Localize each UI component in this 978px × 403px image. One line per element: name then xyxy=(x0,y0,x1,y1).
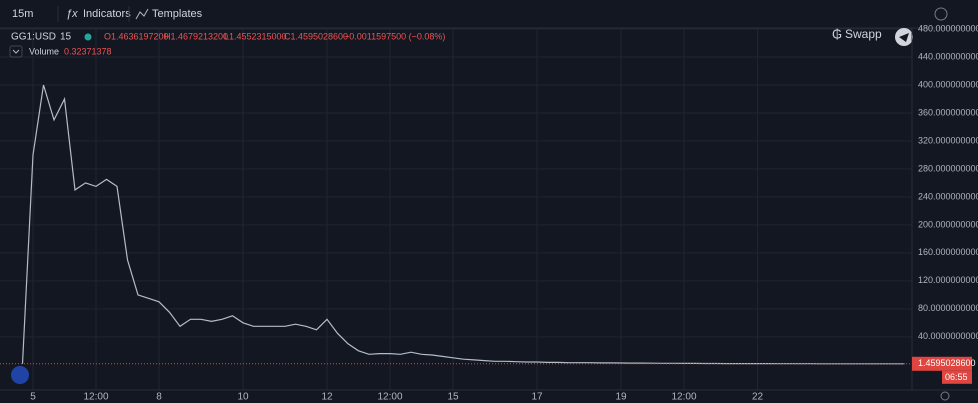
y-tick-label: 440.0000000000 xyxy=(918,51,978,61)
telegram-glyph xyxy=(899,33,909,42)
x-tick-label: 17 xyxy=(531,392,543,403)
y-tick-label: 360.0000000000 xyxy=(918,107,978,117)
y-tick-label: 40.0000000000 xyxy=(918,331,978,341)
x-tick-label: 10 xyxy=(237,392,249,403)
indicators-icon[interactable]: ƒx xyxy=(66,8,78,20)
axis-settings[interactable] xyxy=(940,391,950,401)
last-price-tag xyxy=(912,356,972,371)
volume-label: Volume xyxy=(29,46,59,56)
x-tick-label: 12:00 xyxy=(83,392,108,403)
x-tick-label: 5 xyxy=(30,392,36,403)
ohlc-change: −0.0011597500 (−0.08%) xyxy=(344,31,445,41)
x-tick-label: 19 xyxy=(615,392,627,403)
ohlc-close: C1.4595028600 xyxy=(284,31,348,41)
countdown: 06:55 xyxy=(945,372,968,382)
brand-logo: ₲ xyxy=(832,26,842,41)
collapse-button[interactable] xyxy=(9,45,23,58)
ohlc-low: L1.4552315000 xyxy=(224,31,287,41)
countdown-tag xyxy=(942,370,972,384)
indicators-button[interactable]: Indicators xyxy=(83,8,131,20)
x-tick-label: 8 xyxy=(156,392,162,403)
symbol: GG1:USD xyxy=(11,32,56,43)
x-tick-label: 15 xyxy=(447,392,459,403)
x-tick-label: 12:00 xyxy=(377,392,402,403)
status-dot xyxy=(84,33,92,41)
templates-icon[interactable] xyxy=(135,8,149,20)
chevron xyxy=(12,49,20,54)
brand: Swapp xyxy=(845,27,882,41)
volume-value: 0.32371378 xyxy=(64,46,112,56)
templates-button[interactable]: Templates xyxy=(152,8,203,20)
logo-badge xyxy=(11,366,29,384)
ohlc-open: O1.4636197200 xyxy=(104,31,169,41)
last-price-label: 1.4595028600 xyxy=(918,358,976,368)
toolbar xyxy=(0,0,978,28)
x-tick-label: 12 xyxy=(321,392,333,403)
symbol-interval: 15 xyxy=(60,32,72,43)
y-tick-label: 80.0000000000 xyxy=(918,303,978,313)
y-tick-label: 120.0000000000 xyxy=(918,275,978,285)
y-tick-label: 280.0000000000 xyxy=(918,163,978,173)
ohlc-high: H1.4679213200 xyxy=(164,31,228,41)
x-tick-label: 12:00 xyxy=(671,392,696,403)
interval-button[interactable]: 15m xyxy=(12,8,33,20)
y-tick-label: 160.0000000000 xyxy=(918,247,978,257)
x-tick-label: 22 xyxy=(752,392,764,403)
settings-icon[interactable] xyxy=(934,7,948,21)
y-tick-label: 400.0000000000 xyxy=(918,79,978,89)
y-tick-label: 320.0000000000 xyxy=(918,135,978,145)
price-line xyxy=(21,84,905,365)
y-tick-label: 480.0000000000 xyxy=(918,23,978,33)
y-tick-label: 240.0000000000 xyxy=(918,191,978,201)
y-tick-label: 200.0000000000 xyxy=(918,219,978,229)
